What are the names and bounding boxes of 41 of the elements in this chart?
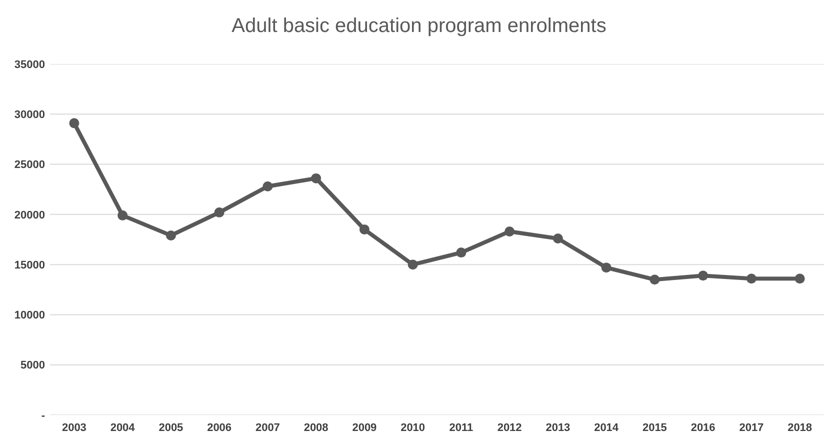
point <box>456 248 466 258</box>
point <box>118 210 128 220</box>
x-tick-label: 2014 <box>594 422 620 434</box>
x-tick-label: 2018 <box>788 422 812 434</box>
point <box>311 173 322 184</box>
y-tick-label: 25000 <box>14 159 45 172</box>
point <box>698 270 708 281</box>
x-tick-label: 2005 <box>158 422 184 434</box>
x-tick-label: 2004 <box>110 422 136 434</box>
x-tick-label: 2011 <box>449 422 474 434</box>
x-tick-label: 2009 <box>352 422 377 434</box>
y-tick-label: 15000 <box>14 259 45 272</box>
point <box>650 274 660 285</box>
point <box>262 181 273 192</box>
point <box>601 262 612 273</box>
x-tick-label: 2008 <box>304 422 328 434</box>
point <box>69 118 80 128</box>
y-tick-label: - <box>41 410 46 422</box>
point <box>746 274 756 284</box>
x-tick-label: 2006 <box>207 422 232 434</box>
point <box>552 234 563 244</box>
y-tick-label: 30000 <box>14 108 45 121</box>
x-tick-label: 2007 <box>255 422 280 434</box>
x-tick-label: 2012 <box>497 422 522 434</box>
x-tick-label: 2010 <box>400 422 426 434</box>
point <box>166 230 176 240</box>
y-tick-label: 5000 <box>20 360 45 372</box>
y-tick-label: 20000 <box>14 209 45 222</box>
point <box>408 260 418 270</box>
x-tick-label: 2015 <box>642 422 667 434</box>
y-tick-label: 10000 <box>14 310 45 322</box>
point <box>794 274 805 284</box>
x-tick-label: 2003 <box>62 422 86 434</box>
x-tick-label: 2017 <box>739 422 764 434</box>
y-tick-label: 35000 <box>14 58 45 71</box>
point <box>359 224 370 234</box>
chart-title: Adult basic education program enrolments <box>232 14 606 37</box>
point <box>214 207 224 218</box>
x-tick-label: 2016 <box>690 422 716 434</box>
point <box>504 226 515 236</box>
x-tick-label: 2013 <box>546 422 570 434</box>
